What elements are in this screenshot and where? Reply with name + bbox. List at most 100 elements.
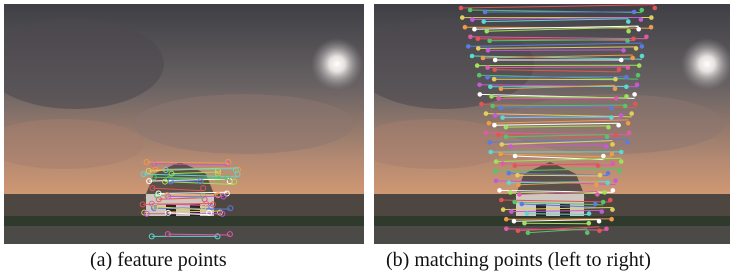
point xyxy=(595,192,600,197)
point xyxy=(629,111,634,116)
point xyxy=(613,77,618,82)
point xyxy=(619,113,624,118)
point xyxy=(478,92,483,97)
point xyxy=(601,154,606,159)
point xyxy=(493,113,498,118)
point xyxy=(512,200,517,205)
point xyxy=(504,217,509,222)
point xyxy=(506,171,511,176)
point xyxy=(623,104,628,109)
point xyxy=(625,39,630,44)
point xyxy=(504,227,509,232)
point xyxy=(470,17,475,22)
point xyxy=(619,159,624,164)
point xyxy=(616,123,621,128)
point xyxy=(488,150,493,155)
point xyxy=(516,183,521,188)
point xyxy=(601,200,606,205)
point xyxy=(611,161,616,166)
point xyxy=(639,17,644,22)
point xyxy=(485,65,490,70)
point xyxy=(626,29,631,34)
point xyxy=(617,67,622,72)
point xyxy=(472,27,477,32)
point xyxy=(494,159,499,164)
point xyxy=(609,217,614,222)
point xyxy=(625,140,630,145)
point xyxy=(468,35,473,40)
caption-b: (b) matching points (left to right) xyxy=(386,249,651,272)
match-line xyxy=(524,223,588,224)
point xyxy=(619,150,624,155)
point xyxy=(488,85,493,90)
point xyxy=(610,207,615,212)
point xyxy=(631,37,636,42)
point xyxy=(613,87,618,92)
point xyxy=(483,131,488,136)
point xyxy=(459,6,464,11)
point xyxy=(499,87,504,92)
point xyxy=(508,190,513,195)
point xyxy=(489,94,494,99)
image-a xyxy=(0,4,364,244)
point xyxy=(487,39,492,44)
point xyxy=(484,111,489,116)
point xyxy=(585,231,590,236)
point xyxy=(637,63,642,68)
match-line xyxy=(488,67,628,68)
point xyxy=(626,65,631,70)
point xyxy=(476,37,481,42)
point xyxy=(497,188,502,193)
point xyxy=(600,209,605,214)
point xyxy=(483,10,488,15)
point xyxy=(644,35,649,40)
point xyxy=(463,25,468,30)
point xyxy=(476,46,481,51)
point xyxy=(477,73,482,78)
point xyxy=(605,135,610,140)
point xyxy=(494,179,499,184)
point xyxy=(604,227,609,232)
point xyxy=(499,142,504,147)
match-line xyxy=(503,117,612,118)
point xyxy=(610,142,615,147)
point xyxy=(485,75,490,80)
point xyxy=(484,29,489,34)
point xyxy=(515,173,520,178)
point xyxy=(605,181,610,186)
point xyxy=(498,152,503,157)
point xyxy=(501,207,506,212)
point xyxy=(597,229,602,234)
point xyxy=(606,171,611,176)
point xyxy=(481,19,486,24)
point xyxy=(587,211,592,216)
point xyxy=(624,85,629,90)
point xyxy=(499,198,504,203)
point xyxy=(487,140,492,145)
point xyxy=(594,183,599,188)
point xyxy=(493,58,498,63)
point xyxy=(522,221,527,226)
match-line xyxy=(518,175,601,176)
point xyxy=(633,102,638,107)
point xyxy=(507,181,512,186)
point xyxy=(492,67,497,72)
point xyxy=(649,15,654,20)
point xyxy=(479,102,484,107)
point xyxy=(475,63,480,68)
point xyxy=(636,73,641,78)
point xyxy=(652,6,657,11)
point xyxy=(496,96,501,101)
point xyxy=(626,19,631,24)
point xyxy=(604,144,609,149)
point xyxy=(486,48,491,53)
point xyxy=(526,231,531,236)
point xyxy=(466,44,471,49)
point xyxy=(632,10,637,15)
point xyxy=(634,46,639,51)
point xyxy=(606,125,611,130)
point xyxy=(614,96,619,101)
point xyxy=(481,56,486,61)
point xyxy=(598,173,603,178)
point xyxy=(512,219,517,224)
